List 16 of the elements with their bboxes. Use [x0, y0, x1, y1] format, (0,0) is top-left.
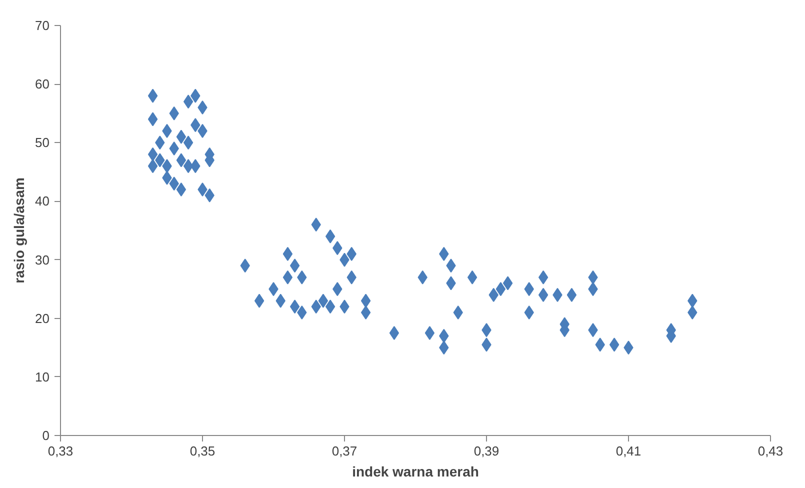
x-axis-title: indek warna merah — [352, 464, 479, 480]
x-tick-label: 0,41 — [616, 444, 642, 458]
x-tick-label: 0,35 — [190, 444, 216, 458]
y-tick-label: 20 — [35, 310, 50, 326]
y-tick-label: 0 — [42, 428, 50, 443]
y-axis-title: rasio gula/asam — [11, 178, 28, 284]
y-tick-label: 60 — [35, 76, 50, 92]
y-tick-label: 50 — [35, 135, 50, 150]
y-tick-label: 70 — [35, 18, 50, 33]
x-tick-label: 0,37 — [332, 444, 358, 458]
x-tick-label: 0,39 — [474, 444, 500, 458]
x-tick-label: 0,33 — [48, 444, 74, 458]
y-tick-label: 10 — [35, 369, 50, 384]
x-tick-label: 0,43 — [758, 444, 784, 458]
y-tick-label: 30 — [35, 252, 50, 268]
y-tick-label: 40 — [35, 194, 50, 209]
